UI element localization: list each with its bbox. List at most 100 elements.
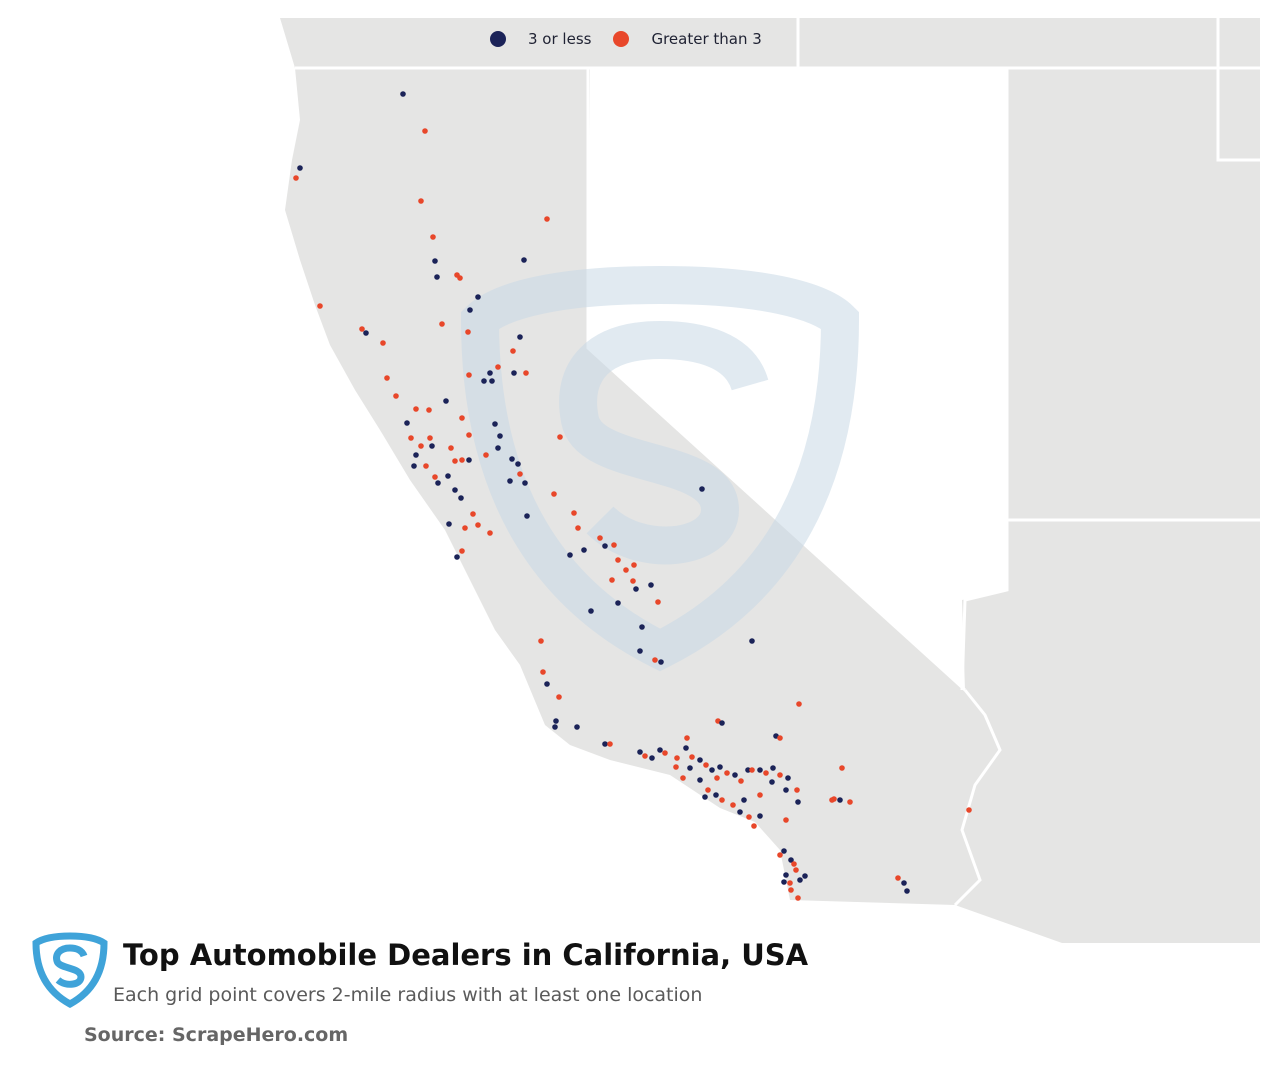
location-dot-high	[794, 787, 800, 793]
location-dot-low	[637, 749, 643, 755]
location-dot-low	[648, 582, 654, 588]
location-dot-low	[749, 638, 755, 644]
legend: 3 or less Greater than 3	[490, 30, 784, 48]
location-dot-low	[446, 521, 452, 527]
location-dot-high	[517, 471, 523, 477]
location-dot-high	[540, 669, 546, 675]
location-dot-low	[435, 480, 441, 486]
location-dot-low	[737, 809, 743, 815]
location-dot-high	[763, 770, 769, 776]
location-dot-high	[788, 887, 794, 893]
location-dot-high	[777, 772, 783, 778]
page-title: Top Automobile Dealers in California, US…	[123, 938, 809, 972]
location-dot-high	[607, 741, 613, 747]
location-dots	[293, 91, 972, 901]
location-dot-high	[459, 457, 465, 463]
location-dot-low	[745, 767, 751, 773]
location-dot-low	[709, 767, 715, 773]
location-dot-low	[615, 600, 621, 606]
location-dot-low	[581, 547, 587, 553]
location-dot-low	[783, 787, 789, 793]
location-dot-low	[429, 443, 435, 449]
location-dot-high	[655, 599, 661, 605]
location-dot-low	[432, 258, 438, 264]
location-dot-low	[445, 473, 451, 479]
location-dot-high	[413, 406, 419, 412]
page-subtitle: Each grid point covers 2-mile radius wit…	[113, 984, 703, 1006]
location-dot-low	[588, 608, 594, 614]
location-dot-low	[553, 718, 559, 724]
california-shape	[285, 68, 1000, 905]
location-dot-high	[673, 764, 679, 770]
location-dot-low	[404, 420, 410, 426]
location-dot-high	[642, 753, 648, 759]
location-dot-high	[611, 542, 617, 548]
location-dot-high	[556, 694, 562, 700]
map-land	[280, 18, 1260, 943]
location-dot-high	[615, 557, 621, 563]
location-dot-high	[777, 735, 783, 741]
location-dot-high	[380, 340, 386, 346]
location-dot-low	[788, 857, 794, 863]
location-dot-low	[683, 745, 689, 751]
location-dot-high	[575, 525, 581, 531]
location-dot-low	[400, 91, 406, 97]
location-dot-low	[443, 398, 449, 404]
location-dot-high	[730, 802, 736, 808]
location-dot-high	[724, 770, 730, 776]
location-dot-high	[423, 463, 429, 469]
location-dot-high	[487, 530, 493, 536]
location-dot-low	[489, 378, 495, 384]
location-dot-low	[837, 797, 843, 803]
location-dot-high	[777, 852, 783, 858]
location-dot-high	[459, 548, 465, 554]
location-dot-high	[680, 775, 686, 781]
location-dot-low	[411, 463, 417, 469]
legend-label-low: 3 or less	[528, 30, 592, 48]
legend-item-low: 3 or less	[490, 30, 591, 48]
location-dot-high	[793, 867, 799, 873]
location-dot-low	[363, 330, 369, 336]
legend-label-high: Greater than 3	[651, 30, 762, 48]
location-dot-high	[795, 895, 801, 901]
location-dot-high	[462, 525, 468, 531]
location-dot-low	[452, 487, 458, 493]
source-credit: Source: ScrapeHero.com	[84, 1024, 349, 1046]
location-dot-high	[452, 458, 458, 464]
location-dot-high	[459, 415, 465, 421]
location-dot-high	[466, 432, 472, 438]
location-dot-low	[719, 720, 725, 726]
location-dot-low	[487, 370, 493, 376]
scrapehero-shield-icon	[32, 932, 108, 1008]
location-dot-low	[697, 757, 703, 763]
location-dot-low	[467, 307, 473, 313]
location-dot-high	[495, 364, 501, 370]
location-dot-high	[426, 407, 432, 413]
location-dot-high	[609, 577, 615, 583]
location-dot-low	[413, 452, 419, 458]
location-dot-high	[689, 754, 695, 760]
location-dot-high	[422, 128, 428, 134]
location-dot-high	[448, 445, 454, 451]
location-dot-low	[511, 370, 517, 376]
location-dot-high	[510, 348, 516, 354]
location-dot-low	[781, 848, 787, 854]
location-dot-low	[658, 659, 664, 665]
location-dot-high	[538, 638, 544, 644]
location-dot-high	[705, 787, 711, 793]
location-dot-low	[783, 872, 789, 878]
location-dot-low	[434, 274, 440, 280]
location-dot-low	[633, 586, 639, 592]
location-dot-high	[662, 750, 668, 756]
location-dot-low	[904, 888, 910, 894]
location-dot-high	[359, 326, 365, 332]
location-dot-high	[418, 198, 424, 204]
location-dot-high	[829, 797, 835, 803]
location-dot-low	[757, 767, 763, 773]
location-dot-high	[418, 443, 424, 449]
location-dot-low	[602, 741, 608, 747]
location-dot-low	[458, 495, 464, 501]
location-dot-high	[293, 175, 299, 181]
location-dot-low	[757, 813, 763, 819]
